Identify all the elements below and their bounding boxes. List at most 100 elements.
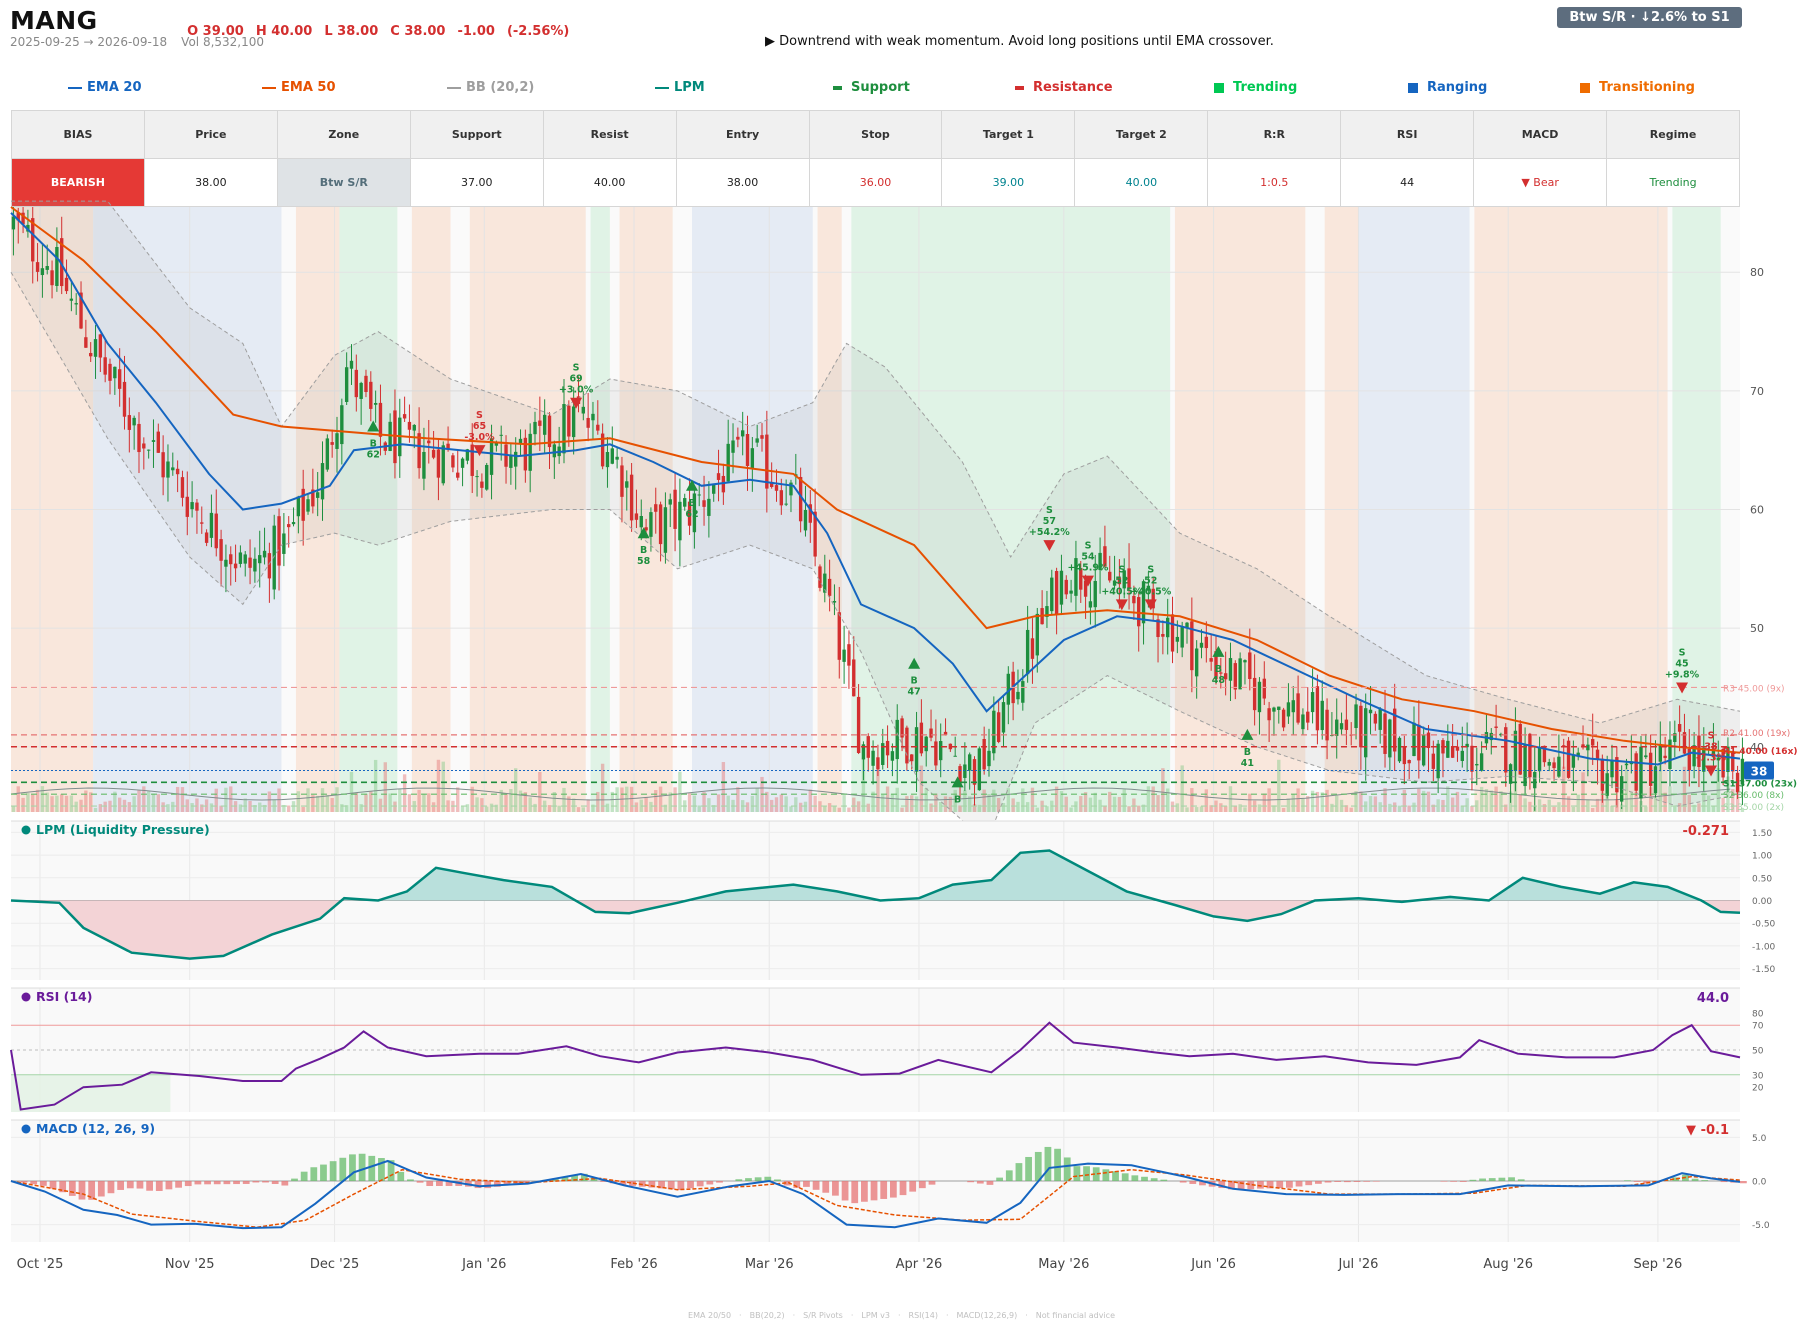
volume-bar xyxy=(1354,791,1358,812)
candle-body xyxy=(388,421,392,451)
candle-body xyxy=(291,522,296,525)
candle-body xyxy=(736,436,740,440)
candle-body xyxy=(856,696,861,754)
macd-histogram-bar xyxy=(387,1160,395,1181)
rsi-axis-tick: 80 xyxy=(1752,1009,1764,1019)
volume-bar xyxy=(905,796,909,812)
candle-body xyxy=(615,456,619,460)
candle-body xyxy=(190,502,194,510)
macd-histogram-bar xyxy=(909,1181,917,1192)
volume-bar xyxy=(591,804,595,812)
candle-body xyxy=(229,554,233,565)
candle-body xyxy=(547,415,552,448)
macd-histogram-bar xyxy=(976,1181,984,1184)
volume-bar xyxy=(1199,806,1204,812)
trend-note: ▶ Downtrend with weak momentum. Avoid lo… xyxy=(765,34,1274,49)
candle-body xyxy=(803,509,808,531)
volume-bar xyxy=(1074,801,1078,812)
macd-histogram-bar xyxy=(281,1181,289,1186)
volume-bar xyxy=(620,787,624,812)
volume-bar xyxy=(1059,791,1064,812)
signal-label: S xyxy=(1046,505,1053,516)
volume-bar xyxy=(1180,765,1184,812)
candle-body xyxy=(518,438,523,444)
volume-bar xyxy=(1634,792,1638,812)
volume-bar xyxy=(1518,794,1522,812)
candle-body xyxy=(340,405,344,445)
volume-bar xyxy=(1108,791,1112,812)
candle-body xyxy=(200,522,204,524)
candle-body xyxy=(914,727,919,772)
volume-bar xyxy=(702,792,706,812)
candle-body xyxy=(146,449,151,451)
volume-bar xyxy=(137,790,141,812)
footer-separator: · xyxy=(792,1311,796,1320)
volume-bar xyxy=(827,803,832,812)
macd-histogram-bar xyxy=(155,1181,163,1191)
macd-histogram-bar xyxy=(861,1181,868,1202)
macd-histogram-bar xyxy=(580,1173,588,1181)
buy-signal-marker xyxy=(1212,645,1225,657)
volume-bar xyxy=(1658,763,1663,812)
volume-bar xyxy=(1702,791,1706,812)
header-regime: Regime xyxy=(1606,110,1740,159)
volume-bar xyxy=(943,796,948,812)
volume-bar xyxy=(663,804,668,812)
candle-body xyxy=(1059,570,1064,605)
candle-body xyxy=(982,739,986,770)
last-price-tag xyxy=(1744,761,1774,780)
footer-item: Not financial advice xyxy=(1035,1311,1115,1320)
macd-histogram-bar xyxy=(1305,1181,1313,1186)
volume-bar xyxy=(1624,761,1629,812)
header-target-1: Target 1 xyxy=(941,110,1076,159)
macd-histogram-bar xyxy=(88,1181,96,1200)
volume-bar xyxy=(948,796,953,812)
rsi-axis-tick: 70 xyxy=(1752,1022,1764,1032)
candle-body xyxy=(687,501,692,526)
candle-body xyxy=(1141,581,1146,624)
macd-histogram-bar xyxy=(996,1177,1004,1181)
signal-label: 52 xyxy=(1144,575,1157,586)
candle-body xyxy=(1088,601,1093,608)
signal-label: +9.8% xyxy=(1665,669,1700,680)
candle-body xyxy=(881,743,885,765)
volume-bar xyxy=(1735,789,1740,812)
chart-svg: 40 50 60 70 80 R3 45.00 (9x) R2 41.00 (19x) R1 … xyxy=(10,200,1797,1272)
candle-body xyxy=(1721,748,1725,778)
value-macd: ▼ Bear xyxy=(1473,158,1608,207)
candle-body xyxy=(1499,733,1503,736)
candle-body xyxy=(1127,568,1131,589)
volume-bar xyxy=(60,794,64,812)
candle-body xyxy=(422,451,426,479)
macd-histogram-bar xyxy=(117,1181,125,1190)
candle-body xyxy=(755,438,759,443)
macd-histogram-bar xyxy=(600,1181,607,1182)
buy-signal-marker xyxy=(908,657,921,669)
candle-body xyxy=(861,744,866,760)
candle-body xyxy=(1238,658,1242,690)
candle-body xyxy=(485,464,489,490)
volume-bar xyxy=(1286,798,1291,812)
bollinger-upper-line xyxy=(11,200,1741,724)
legend-swatch xyxy=(262,86,276,89)
volume-bar xyxy=(1035,807,1039,812)
candle-body xyxy=(1624,763,1629,766)
volume-bar xyxy=(117,797,122,812)
macd-axis-tick: -5.0 xyxy=(1752,1221,1770,1231)
open-value: O 39.00 xyxy=(187,24,244,39)
candle-body xyxy=(431,449,436,458)
candle-body xyxy=(1083,580,1088,597)
volume-bar xyxy=(1161,768,1165,812)
macd-histogram-bar xyxy=(1102,1169,1110,1181)
lpm-axis-tick: 0.00 xyxy=(1752,897,1772,907)
volume-bar xyxy=(509,789,513,812)
candle-body xyxy=(707,498,711,516)
candle-body xyxy=(1301,714,1305,730)
volume-bar xyxy=(465,804,470,812)
volume-bar xyxy=(1219,803,1223,812)
signal-label: -7.3% xyxy=(1696,752,1727,763)
volume-bar xyxy=(320,788,325,812)
volume-bar xyxy=(1591,807,1595,812)
volume-bar xyxy=(654,790,658,812)
candle-body xyxy=(354,369,359,398)
